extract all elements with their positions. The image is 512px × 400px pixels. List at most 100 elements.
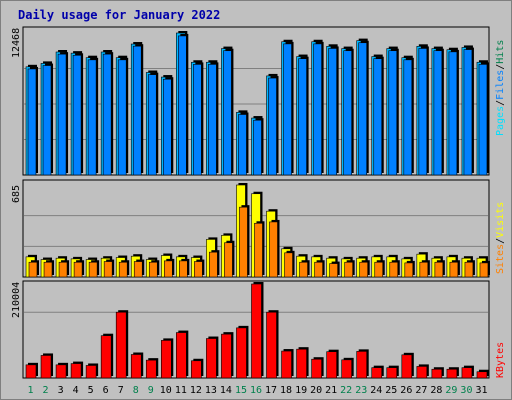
kbytes-bar-10 [160,340,172,379]
kbytes-bar-20 [311,358,322,379]
files-bar-22 [343,50,352,176]
files-bar-28 [433,50,443,176]
kbytes-bar-11 [176,332,187,379]
sites-bar-30 [464,261,474,278]
sites-bar-28 [434,261,444,278]
sites-bar-4 [73,261,83,278]
files-bar-13 [208,64,217,176]
kbytes-bar-31 [476,371,488,379]
kbytes-bar-21 [326,351,337,379]
legend-kbytes: KBytes [495,342,506,378]
day-label-31: 31 [475,385,487,396]
files-bar-11 [178,35,187,176]
legend-sep-2: / [495,64,506,70]
sites-bar-9 [148,261,158,278]
day-label-20: 20 [310,385,322,396]
kbytes-bar-5 [85,365,97,379]
day-label-7: 7 [118,385,124,396]
kbytes-bar-9 [145,359,157,379]
kbytes-bar-19 [296,348,307,379]
sites-bar-3 [58,261,68,278]
day-label-15: 15 [235,385,247,396]
files-bar-30 [463,49,473,176]
kbytes-bar-17 [266,311,277,379]
sites-bar-5 [88,261,98,278]
bot-legend: KBytes [495,342,506,378]
day-label-30: 30 [460,385,472,396]
kbytes-bar-22 [341,359,352,379]
files-bar-6 [102,53,112,176]
files-bar-29 [448,51,458,176]
legend-sep-1: / [495,100,506,106]
sites-bar-13 [209,251,218,278]
sites-bar-31 [479,262,489,278]
files-bar-1 [27,68,37,176]
day-label-8: 8 [133,385,139,396]
kbytes-bar-25 [386,367,398,379]
files-bar-2 [42,65,52,176]
day-label-3: 3 [58,385,64,396]
sites-bar-21 [329,263,338,278]
kbytes-bar-8 [130,354,142,379]
sites-bar-11 [179,260,188,278]
day-label-11: 11 [175,385,187,396]
kbytes-bar-14 [221,333,232,379]
kbytes-bar-28 [431,368,443,379]
sites-bar-2 [43,261,53,278]
kbytes-bar-4 [70,363,82,379]
kbytes-bar-26 [401,354,413,379]
kbytes-bar-24 [371,367,383,379]
sites-bar-15 [239,206,248,278]
top-ymax-label: 12468 [11,28,22,58]
day-label-18: 18 [280,385,292,396]
kbytes-bar-16 [251,283,262,379]
kbytes-bar-30 [461,367,473,379]
files-bar-21 [328,48,337,176]
day-label-24: 24 [370,385,382,396]
files-bar-3 [57,53,67,176]
bot-ymax-label: 210004 [11,282,22,318]
sites-bar-22 [344,261,353,278]
files-bar-5 [87,59,97,176]
sites-bar-1 [28,261,38,278]
mid-legend: Sites/Visits [495,202,506,274]
day-label-5: 5 [88,385,94,396]
day-label-17: 17 [265,385,277,396]
kbytes-bar-15 [236,327,247,379]
kbytes-bar-7 [115,311,127,379]
legend-files: Files [495,70,506,100]
day-label-29: 29 [445,385,457,396]
chart-title: Daily usage for January 2022 [18,8,220,22]
files-bar-16 [253,119,262,176]
files-bar-31 [478,64,488,176]
files-bar-8 [132,45,142,176]
day-label-26: 26 [400,385,412,396]
day-label-4: 4 [73,385,79,396]
files-bar-15 [238,114,247,176]
kbytes-bar-29 [446,368,458,379]
kbytes-bar-2 [40,355,52,379]
day-label-2: 2 [43,385,49,396]
day-label-23: 23 [355,385,367,396]
files-bar-23 [358,42,368,176]
files-bar-12 [193,64,202,176]
kbytes-bar-6 [100,335,112,379]
sites-bar-7 [118,261,128,278]
files-bar-18 [283,43,292,176]
sites-bar-25 [389,261,399,278]
kbytes-bar-13 [206,338,217,379]
files-bar-27 [418,48,428,176]
day-label-12: 12 [190,385,202,396]
chart-marks: 1 2 3 4 5 6 7 8 9 10 11 12 13 14 15 16 17 18 19 20 21 22 23 24 2… [24,31,490,396]
files-bar-19 [298,58,307,176]
sites-bar-6 [103,261,113,278]
legend-sep-3: / [495,238,506,244]
sites-bar-24 [374,261,384,278]
sites-bar-26 [404,262,414,278]
sites-bar-12 [194,261,203,278]
kbytes-bar-27 [416,366,428,379]
sites-bar-10 [163,260,173,278]
day-label-25: 25 [385,385,397,396]
day-label-6: 6 [103,385,109,396]
